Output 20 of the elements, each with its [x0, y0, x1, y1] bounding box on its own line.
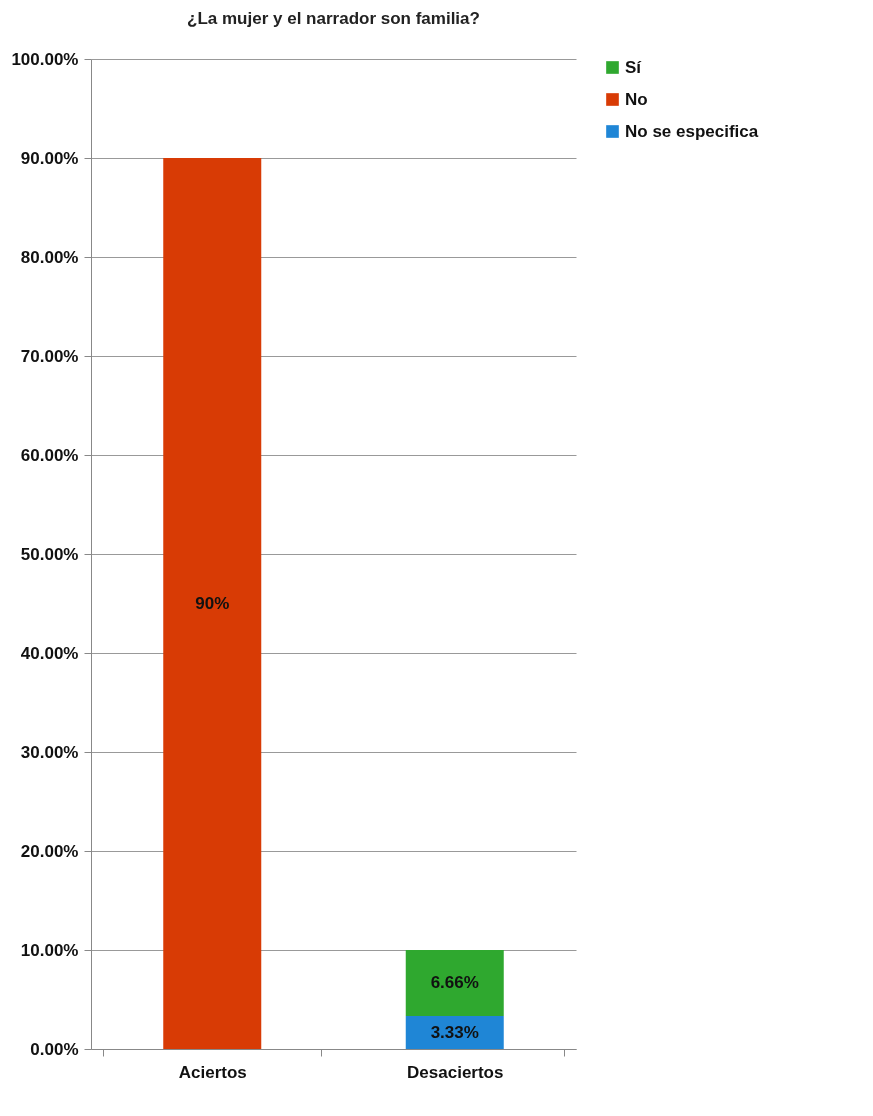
y-tick-label: 50.00%	[20, 544, 79, 564]
y-tick-label: 90.00%	[20, 148, 79, 168]
legend-label: Sí	[625, 57, 643, 77]
y-tick-label: 0.00%	[30, 1039, 79, 1059]
y-tick-label: 30.00%	[20, 742, 79, 762]
y-tick-label: 60.00%	[20, 445, 79, 465]
chart-title: ¿La mujer y el narrador son familia?	[187, 9, 480, 28]
data-label: 3.33%	[430, 1022, 479, 1042]
legend-label: No	[625, 89, 648, 109]
y-tick-label: 80.00%	[20, 247, 79, 267]
data-label: 90%	[195, 593, 230, 613]
y-tick-label: 70.00%	[20, 346, 79, 366]
legend-label: No se especifica	[625, 121, 759, 141]
x-tick-label: Desaciertos	[407, 1062, 504, 1082]
data-label: 6.66%	[430, 973, 479, 993]
x-tick-label: Aciertos	[178, 1062, 247, 1082]
y-tick-label: 100.00%	[11, 49, 79, 69]
y-tick-label: 10.00%	[20, 940, 79, 960]
y-tick-label: 20.00%	[20, 841, 79, 861]
y-tick-label: 40.00%	[20, 643, 79, 663]
